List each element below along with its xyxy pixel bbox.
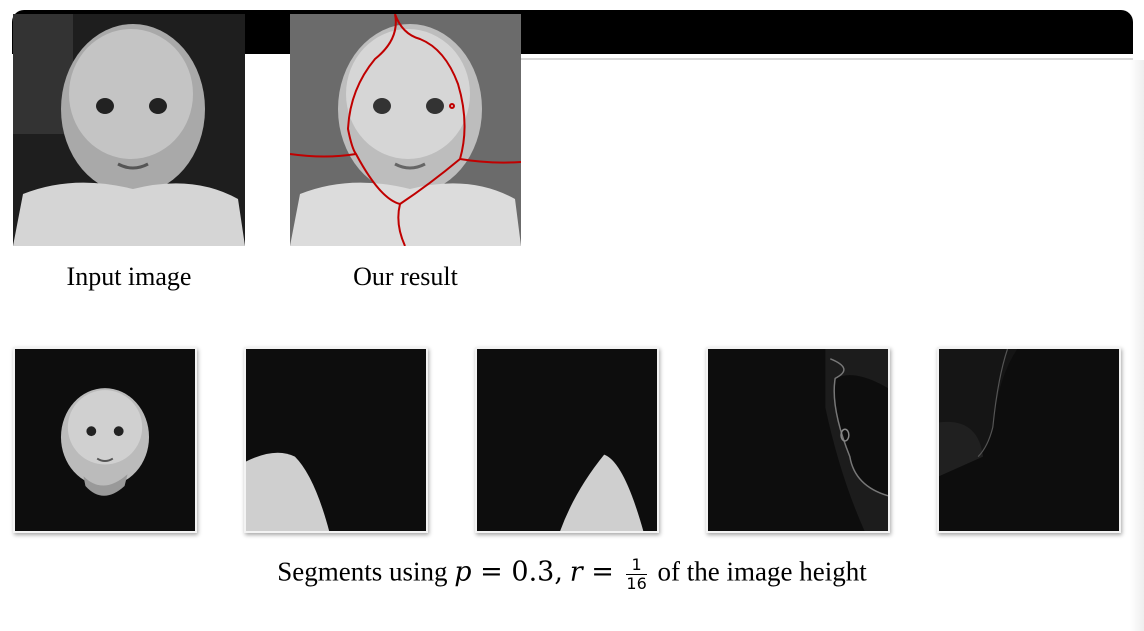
caption-prefix: Segments using [277,556,448,587]
caption-suffix: of the image height [657,556,867,587]
equals-sign-2: = [582,556,623,588]
title-divider-line [520,58,1133,60]
segment-background-left [937,347,1121,533]
segment-left-body [244,347,428,533]
segment-boundaries [290,14,521,246]
p-value: 0.3 [511,556,555,588]
segments-caption: Segments using p = 0.3, r = 1 16 of the i… [0,556,1144,593]
fraction: 1 16 [626,556,647,593]
input-image [13,14,245,246]
result-image [290,14,521,246]
segment-face [13,347,197,533]
fraction-denominator: 16 [626,574,647,593]
comma: , [554,556,563,588]
equals-sign-1: = [471,556,512,588]
r-variable: r [569,556,583,588]
p-variable: p [454,556,472,588]
result-caption: Our result [353,262,458,291]
segment-background-right [706,347,890,533]
input-image-caption: Input image [66,262,192,291]
segment-right-body [475,347,659,533]
fraction-numerator: 1 [626,556,647,575]
slide-edge-shadow [1130,60,1144,631]
